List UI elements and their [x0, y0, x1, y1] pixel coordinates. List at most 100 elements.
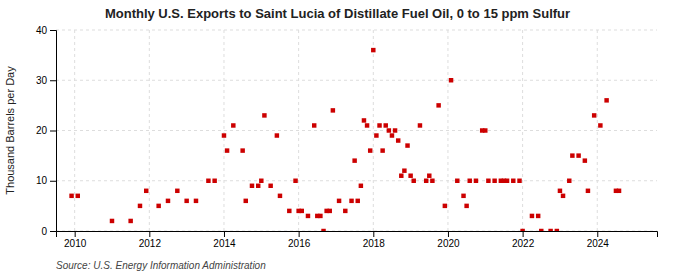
- x-tick: 2010: [64, 231, 87, 249]
- point: [539, 229, 543, 231]
- point: [402, 168, 406, 172]
- point: [464, 204, 468, 208]
- y-grid-line: [56, 130, 657, 131]
- point: [408, 173, 412, 177]
- point: [427, 173, 431, 177]
- x-grid-line: [74, 30, 75, 231]
- x-grid-line: [223, 30, 224, 231]
- chart: 2010201220142016201820202022202401020304…: [0, 0, 675, 275]
- point: [352, 158, 356, 162]
- y-tick: 0: [41, 226, 56, 237]
- point: [110, 219, 114, 223]
- x-tick-label: 2022: [512, 238, 535, 249]
- point: [461, 194, 465, 198]
- y-tick: 40: [36, 25, 56, 36]
- point: [405, 143, 409, 147]
- point: [231, 123, 235, 127]
- point: [206, 179, 210, 183]
- point: [604, 98, 608, 102]
- point: [617, 189, 621, 193]
- point: [300, 209, 304, 213]
- point: [561, 194, 565, 198]
- x-tick-label: 2014: [213, 238, 236, 249]
- point: [505, 179, 509, 183]
- x-grid-line: [522, 30, 523, 231]
- y-tick-label: 10: [36, 175, 48, 186]
- point: [244, 199, 248, 203]
- y-tick-mark: [50, 181, 56, 182]
- y-tick: 30: [36, 75, 56, 86]
- point: [368, 148, 372, 152]
- y-tick-mark: [50, 131, 56, 132]
- point: [486, 179, 490, 183]
- point: [377, 123, 381, 127]
- point: [212, 179, 216, 183]
- x-tick: 2022: [512, 231, 535, 249]
- point: [250, 184, 254, 188]
- point: [259, 179, 263, 183]
- x-tick-mark: [224, 231, 225, 237]
- x-tick: 2014: [213, 231, 236, 249]
- y-tick-label: 0: [41, 226, 47, 237]
- point: [592, 113, 596, 117]
- point: [449, 78, 453, 82]
- annotation: Source: U.S. Energy Information Administ…: [56, 260, 266, 271]
- point: [467, 179, 471, 183]
- point: [474, 179, 478, 183]
- point: [275, 133, 279, 137]
- point: [359, 184, 363, 188]
- point: [558, 189, 562, 193]
- x-grid-line: [447, 30, 448, 231]
- point: [156, 204, 160, 208]
- y-axis-line: [50, 31, 57, 232]
- point: [262, 113, 266, 117]
- point: [411, 179, 415, 183]
- point: [390, 133, 394, 137]
- x-tick-label: 2024: [587, 238, 610, 249]
- point: [194, 199, 198, 203]
- y-tick-mark: [50, 30, 56, 31]
- point: [293, 179, 297, 183]
- x-tick: 2016: [288, 231, 311, 249]
- y-tick-label: 20: [36, 125, 48, 136]
- x-grid-line: [298, 30, 299, 231]
- point: [383, 123, 387, 127]
- y-grid-line: [56, 80, 657, 81]
- plot-area: 2010201220142016201820202022202401020304…: [36, 25, 658, 249]
- y-grid-line: [56, 180, 657, 181]
- points: [69, 48, 621, 231]
- point: [337, 199, 341, 203]
- point: [69, 194, 73, 198]
- point: [256, 184, 260, 188]
- point: [225, 148, 229, 152]
- y-axis: 0 10 20 30 40: [36, 25, 57, 237]
- point: [396, 138, 400, 142]
- point: [430, 179, 434, 183]
- point: [240, 148, 244, 152]
- title: Monthly U.S. Exports to Saint Lucia of D…: [105, 6, 570, 21]
- y-tick-label: 40: [36, 25, 48, 36]
- point: [399, 173, 403, 177]
- point: [455, 179, 459, 183]
- x-grid-line: [597, 30, 598, 231]
- point: [287, 209, 291, 213]
- point: [598, 123, 602, 127]
- y-tick: 20: [36, 125, 56, 136]
- point: [443, 204, 447, 208]
- point: [331, 108, 335, 112]
- point: [511, 179, 515, 183]
- y-tick: 10: [36, 175, 56, 186]
- point: [436, 103, 440, 107]
- x-tick-mark: [523, 231, 524, 237]
- y-tick-label: 30: [36, 75, 48, 86]
- x-tick: 2018: [363, 231, 386, 249]
- point: [393, 128, 397, 132]
- point: [424, 179, 428, 183]
- point: [166, 199, 170, 203]
- point: [349, 199, 353, 203]
- x-tick-mark: [448, 231, 449, 237]
- x-tick-label: 2020: [437, 238, 460, 249]
- point: [321, 229, 325, 231]
- point: [278, 194, 282, 198]
- point: [318, 214, 322, 218]
